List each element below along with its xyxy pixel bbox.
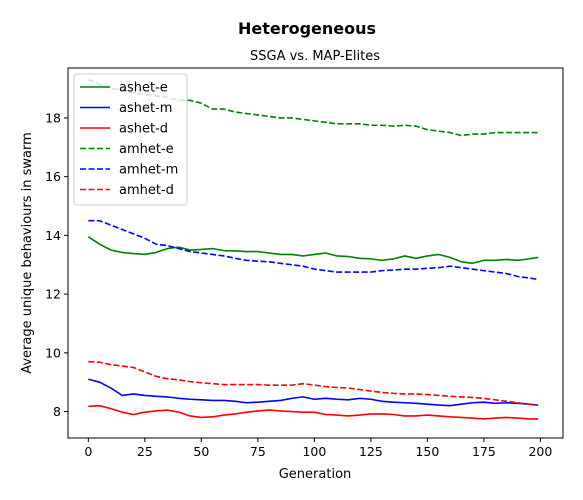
chart-suptitle: Heterogeneous	[238, 19, 376, 38]
y-axis-label: Average unique behaviours in swarm	[20, 132, 35, 374]
legend-label-amhet-d: amhet-d	[119, 183, 174, 198]
y-tick-label: 12	[45, 287, 61, 302]
y-tick-label: 8	[53, 404, 61, 419]
legend-label-amhet-e: amhet-e	[119, 142, 174, 157]
x-tick-label: 100	[302, 444, 326, 459]
legend-label-ashet-d: ashet-d	[119, 122, 168, 137]
plot-area: 0 25 50 75 100 125 150 175 200 8 10 12 14 16 18	[45, 67, 564, 459]
y-tick-label: 16	[45, 169, 61, 184]
x-tick-label: 75	[250, 444, 266, 459]
y-tick-label: 18	[45, 110, 61, 125]
series-line-ashet-e	[87, 236, 539, 265]
series-line-ashet-d	[88, 404, 539, 420]
chart-title: SSGA vs. MAP-Elites	[250, 49, 380, 64]
x-tick-label: 25	[137, 444, 153, 459]
y-tick-label: 10	[45, 345, 61, 360]
x-tick-label: 150	[415, 444, 439, 459]
legend-label-amhet-m: amhet-m	[119, 163, 178, 178]
axes-frame	[67, 67, 564, 439]
legend-label-ashet-e: ashet-e	[119, 81, 168, 96]
legend-label-ashet-m: ashet-m	[119, 101, 172, 116]
x-tick-label: 0	[84, 444, 92, 459]
x-tick-label: 50	[193, 444, 209, 459]
x-axis-label: Generation	[279, 467, 352, 482]
y-tick-label: 14	[45, 228, 61, 243]
x-tick-label: 175	[472, 444, 496, 459]
series-line-amhet-m	[88, 219, 539, 281]
legend: ashet-e ashet-m ashet-d amhet-e amhet-m amhet…	[73, 73, 188, 206]
x-tick-label: 125	[359, 444, 383, 459]
x-tick-label: 200	[528, 444, 552, 459]
series-line-amhet-d	[88, 360, 539, 406]
series-line-ashet-m	[88, 378, 539, 407]
